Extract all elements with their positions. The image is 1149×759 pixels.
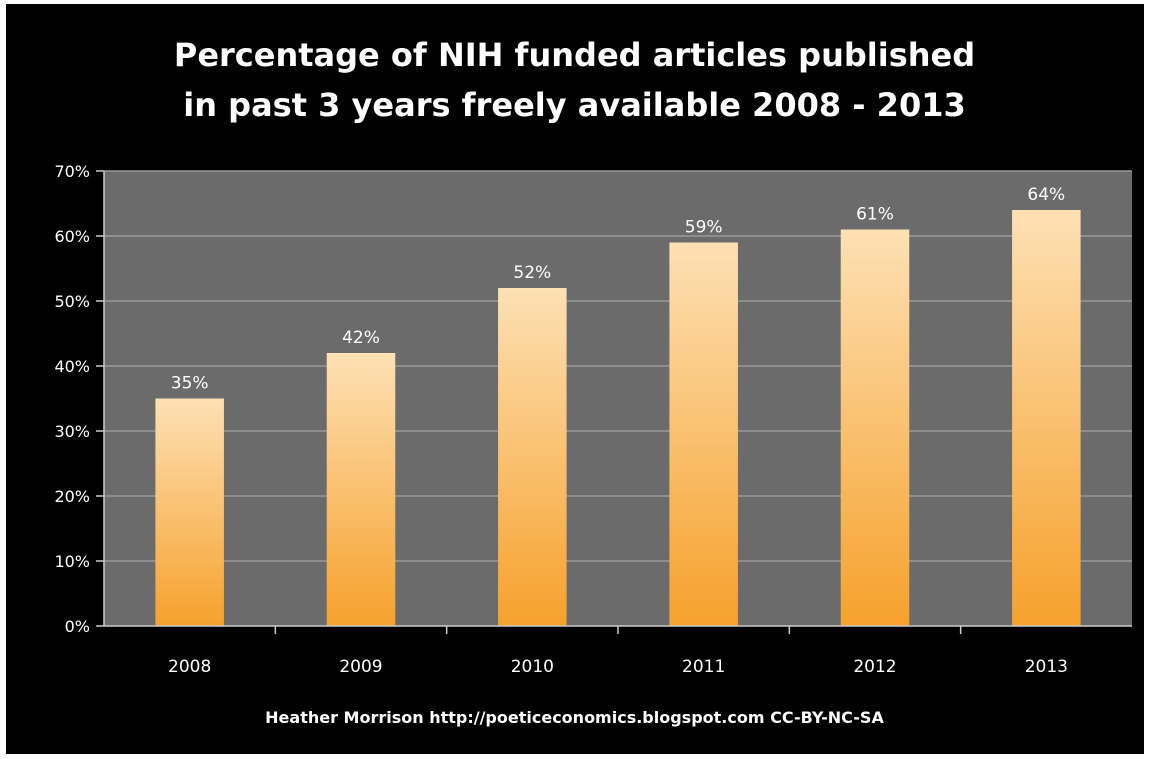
bar-2011 — [669, 242, 738, 626]
y-tick-label: 60% — [54, 227, 90, 246]
x-tick-label: 2013 — [1025, 657, 1068, 677]
x-tick-label: 2009 — [339, 657, 382, 677]
bar-2009 — [326, 353, 396, 626]
bar-2010 — [498, 288, 567, 626]
bar-2012 — [840, 229, 910, 626]
data-label: 64% — [1027, 185, 1065, 205]
y-tick-label: 40% — [54, 357, 90, 376]
bar-2013 — [1012, 210, 1081, 626]
y-tick-label: 30% — [54, 422, 90, 441]
data-label: 42% — [342, 328, 380, 348]
plot-area — [104, 171, 1132, 626]
bar-2008 — [155, 398, 224, 626]
chart-title-line-2: in past 3 years freely available 2008 - … — [183, 86, 966, 124]
chart-title-line-1: Percentage of NIH funded articles publis… — [173, 36, 976, 74]
x-tick-label: 2008 — [168, 657, 211, 677]
x-tick-label: 2010 — [511, 657, 554, 677]
footer-credit: Heather Morrison http://poeticeconomics.… — [265, 708, 884, 727]
data-label: 59% — [685, 218, 723, 238]
chart-title: Percentage of NIH funded articles publis… — [0, 30, 1149, 130]
y-tick-label: 0% — [65, 617, 90, 636]
data-label: 61% — [856, 205, 894, 225]
x-tick-label: 2012 — [853, 657, 896, 677]
gridlines — [104, 170, 1132, 562]
axes — [96, 170, 1132, 634]
y-tick-label: 70% — [54, 162, 90, 181]
data-label: 52% — [513, 263, 551, 283]
x-tick-label: 2011 — [682, 657, 725, 677]
y-tick-label: 50% — [54, 292, 90, 311]
data-label: 35% — [171, 374, 209, 394]
y-tick-label: 10% — [54, 552, 90, 571]
labels: 0% 10% 20% 30% 40% 50% 60% 70% 35% 2008 42% 2009 52%… — [54, 162, 1068, 677]
bars — [155, 210, 1081, 626]
y-tick-label: 20% — [54, 487, 90, 506]
